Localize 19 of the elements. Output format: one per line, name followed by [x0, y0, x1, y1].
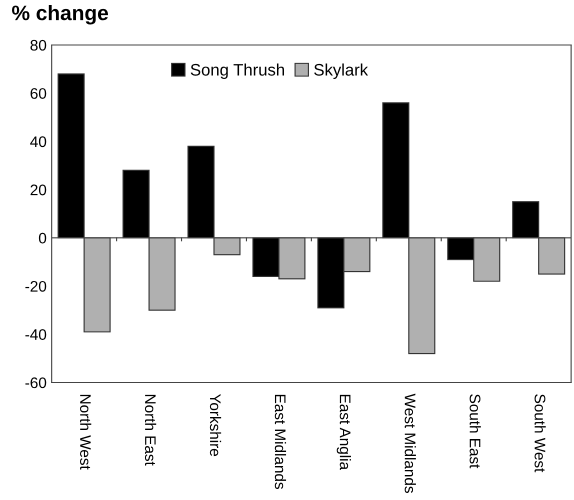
- x-tick-label: North East: [144, 394, 156, 466]
- y-tick-label: -60: [25, 377, 46, 388]
- y-tick-label: 40: [30, 136, 46, 148]
- y-tick-label: 80: [30, 40, 46, 51]
- y-tick-label: -20: [25, 280, 46, 292]
- x-tick-label: West Midlands: [404, 394, 416, 493]
- x-tick-label: Yorkshire: [210, 394, 222, 456]
- y-tick-label: 60: [30, 88, 46, 99]
- x-tick-label: North West: [80, 394, 92, 470]
- legend-label: Song Thrush: [190, 63, 284, 79]
- y-tick-label: -40: [25, 329, 46, 340]
- y-tick-label: 0: [38, 232, 46, 244]
- chart-title: % change: [12, 5, 108, 25]
- x-tick-label: East Anglia: [336, 394, 351, 470]
- x-tick-label: East Midlands: [274, 394, 286, 490]
- y-tick-label: 20: [30, 184, 46, 196]
- x-tick-label: South West: [534, 394, 546, 472]
- x-tick-label: South East: [470, 394, 481, 468]
- legend-label: Skylark: [314, 63, 368, 79]
